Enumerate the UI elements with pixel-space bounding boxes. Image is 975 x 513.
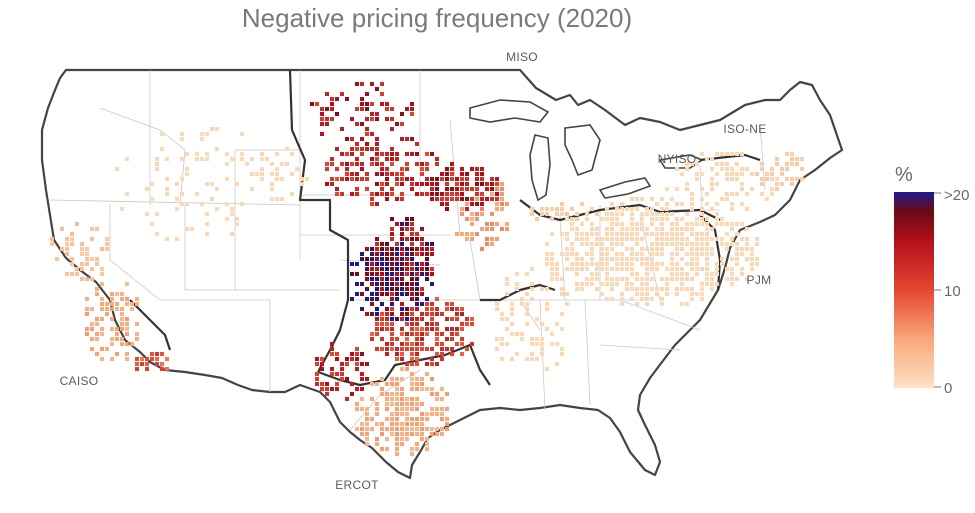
legend-tick-min: 0 — [944, 380, 952, 397]
region-label-ercot: ERCOT — [335, 478, 379, 492]
legend-color-bar — [894, 192, 934, 388]
price-cells — [50, 82, 804, 456]
region-label-iso-ne: ISO-NE — [723, 122, 766, 136]
lake-erie — [598, 177, 652, 199]
legend-tick-mid: 10 — [944, 283, 961, 300]
region-label-nyiso: NYISO — [658, 152, 697, 166]
region-label-miso: MISO — [506, 50, 538, 64]
legend-tick-max: >20 — [944, 187, 969, 204]
legend: % >20 10 0 — [894, 164, 969, 397]
region-label-pjm: PJM — [747, 273, 772, 287]
lake-huron — [564, 124, 601, 177]
lake-michigan — [529, 134, 551, 202]
region-labels: MISO ISO-NE NYISO PJM CAISO ERCOT — [60, 50, 772, 492]
region-label-caiso: CAISO — [60, 374, 99, 388]
lake-superior — [469, 99, 550, 123]
legend-title: % — [895, 164, 913, 186]
map-title: Negative pricing frequency (2020) — [242, 3, 632, 33]
